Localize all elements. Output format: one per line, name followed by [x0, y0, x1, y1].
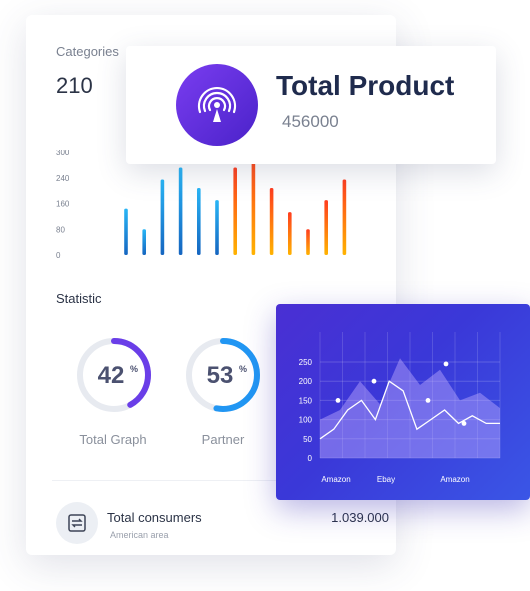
product-value: 456000	[282, 112, 339, 131]
area-x-label: Amazon	[440, 475, 469, 484]
bar-y-tick: 160	[56, 200, 70, 209]
consumers-title: Total consumers	[107, 510, 202, 525]
bar-y-tick: 300	[56, 150, 70, 157]
category-bar	[269, 188, 274, 255]
area-y-tick: 200	[299, 377, 313, 386]
area-y-tick: 150	[299, 396, 313, 405]
area-y-tick: 250	[299, 358, 313, 367]
consumers-subtitle: American area	[110, 530, 169, 540]
area-data-point	[443, 361, 449, 367]
total-graph-label: Total Graph	[79, 432, 147, 447]
area-data-point	[425, 398, 431, 403]
area-x-label: Ebay	[377, 475, 395, 484]
category-bar	[233, 167, 237, 255]
sales-area-chart: 250 200 150 100 50 0 Amazon Ebay Amazon	[299, 332, 501, 484]
area-data-point	[461, 421, 467, 426]
category-bar	[160, 179, 165, 255]
area-y-tick: 0	[308, 454, 313, 463]
total-product-card: Total Product 456000	[126, 46, 496, 164]
bar-y-tick: 80	[56, 225, 65, 234]
area-series-line	[319, 380, 500, 440]
area-x-label: Amazon	[321, 475, 350, 484]
bar-y-tick: 0	[56, 251, 61, 260]
partner-percent: 53	[207, 362, 234, 389]
area-data-point	[335, 398, 341, 403]
category-bar	[142, 229, 146, 255]
divider	[52, 480, 370, 481]
broadcast-icon	[176, 64, 258, 146]
total-graph-ring: 42 %	[77, 338, 151, 412]
category-bar	[306, 229, 310, 255]
consumers-value: 1.039.000	[331, 510, 389, 525]
category-bar	[251, 152, 256, 255]
partner-ring: 53 %	[186, 338, 260, 412]
area-y-tick: 50	[303, 435, 312, 444]
partner-label: Partner	[201, 432, 245, 447]
statistic-title: Statistic	[56, 291, 102, 306]
total-graph-percent: 42	[98, 362, 125, 389]
bar-y-tick: 240	[56, 174, 70, 183]
partner-unit: %	[239, 364, 247, 374]
category-bar	[288, 212, 292, 255]
category-bar	[178, 167, 183, 255]
categories-title: Categories	[56, 44, 119, 59]
category-bar	[342, 179, 347, 255]
categories-value: 210	[56, 73, 93, 98]
categories-bar-chart: 300 240 160 80 0	[56, 150, 347, 260]
category-bar	[324, 200, 328, 255]
area-y-tick: 100	[299, 416, 313, 425]
category-bar	[215, 200, 219, 255]
product-title: Total Product	[276, 70, 455, 101]
category-bar	[197, 188, 201, 255]
category-bar	[124, 208, 128, 255]
sales-area-chart-card: 250 200 150 100 50 0 Amazon Ebay Amazon	[276, 304, 530, 500]
area-data-point	[371, 378, 377, 384]
swap-icon	[56, 502, 98, 544]
total-graph-unit: %	[130, 364, 138, 374]
